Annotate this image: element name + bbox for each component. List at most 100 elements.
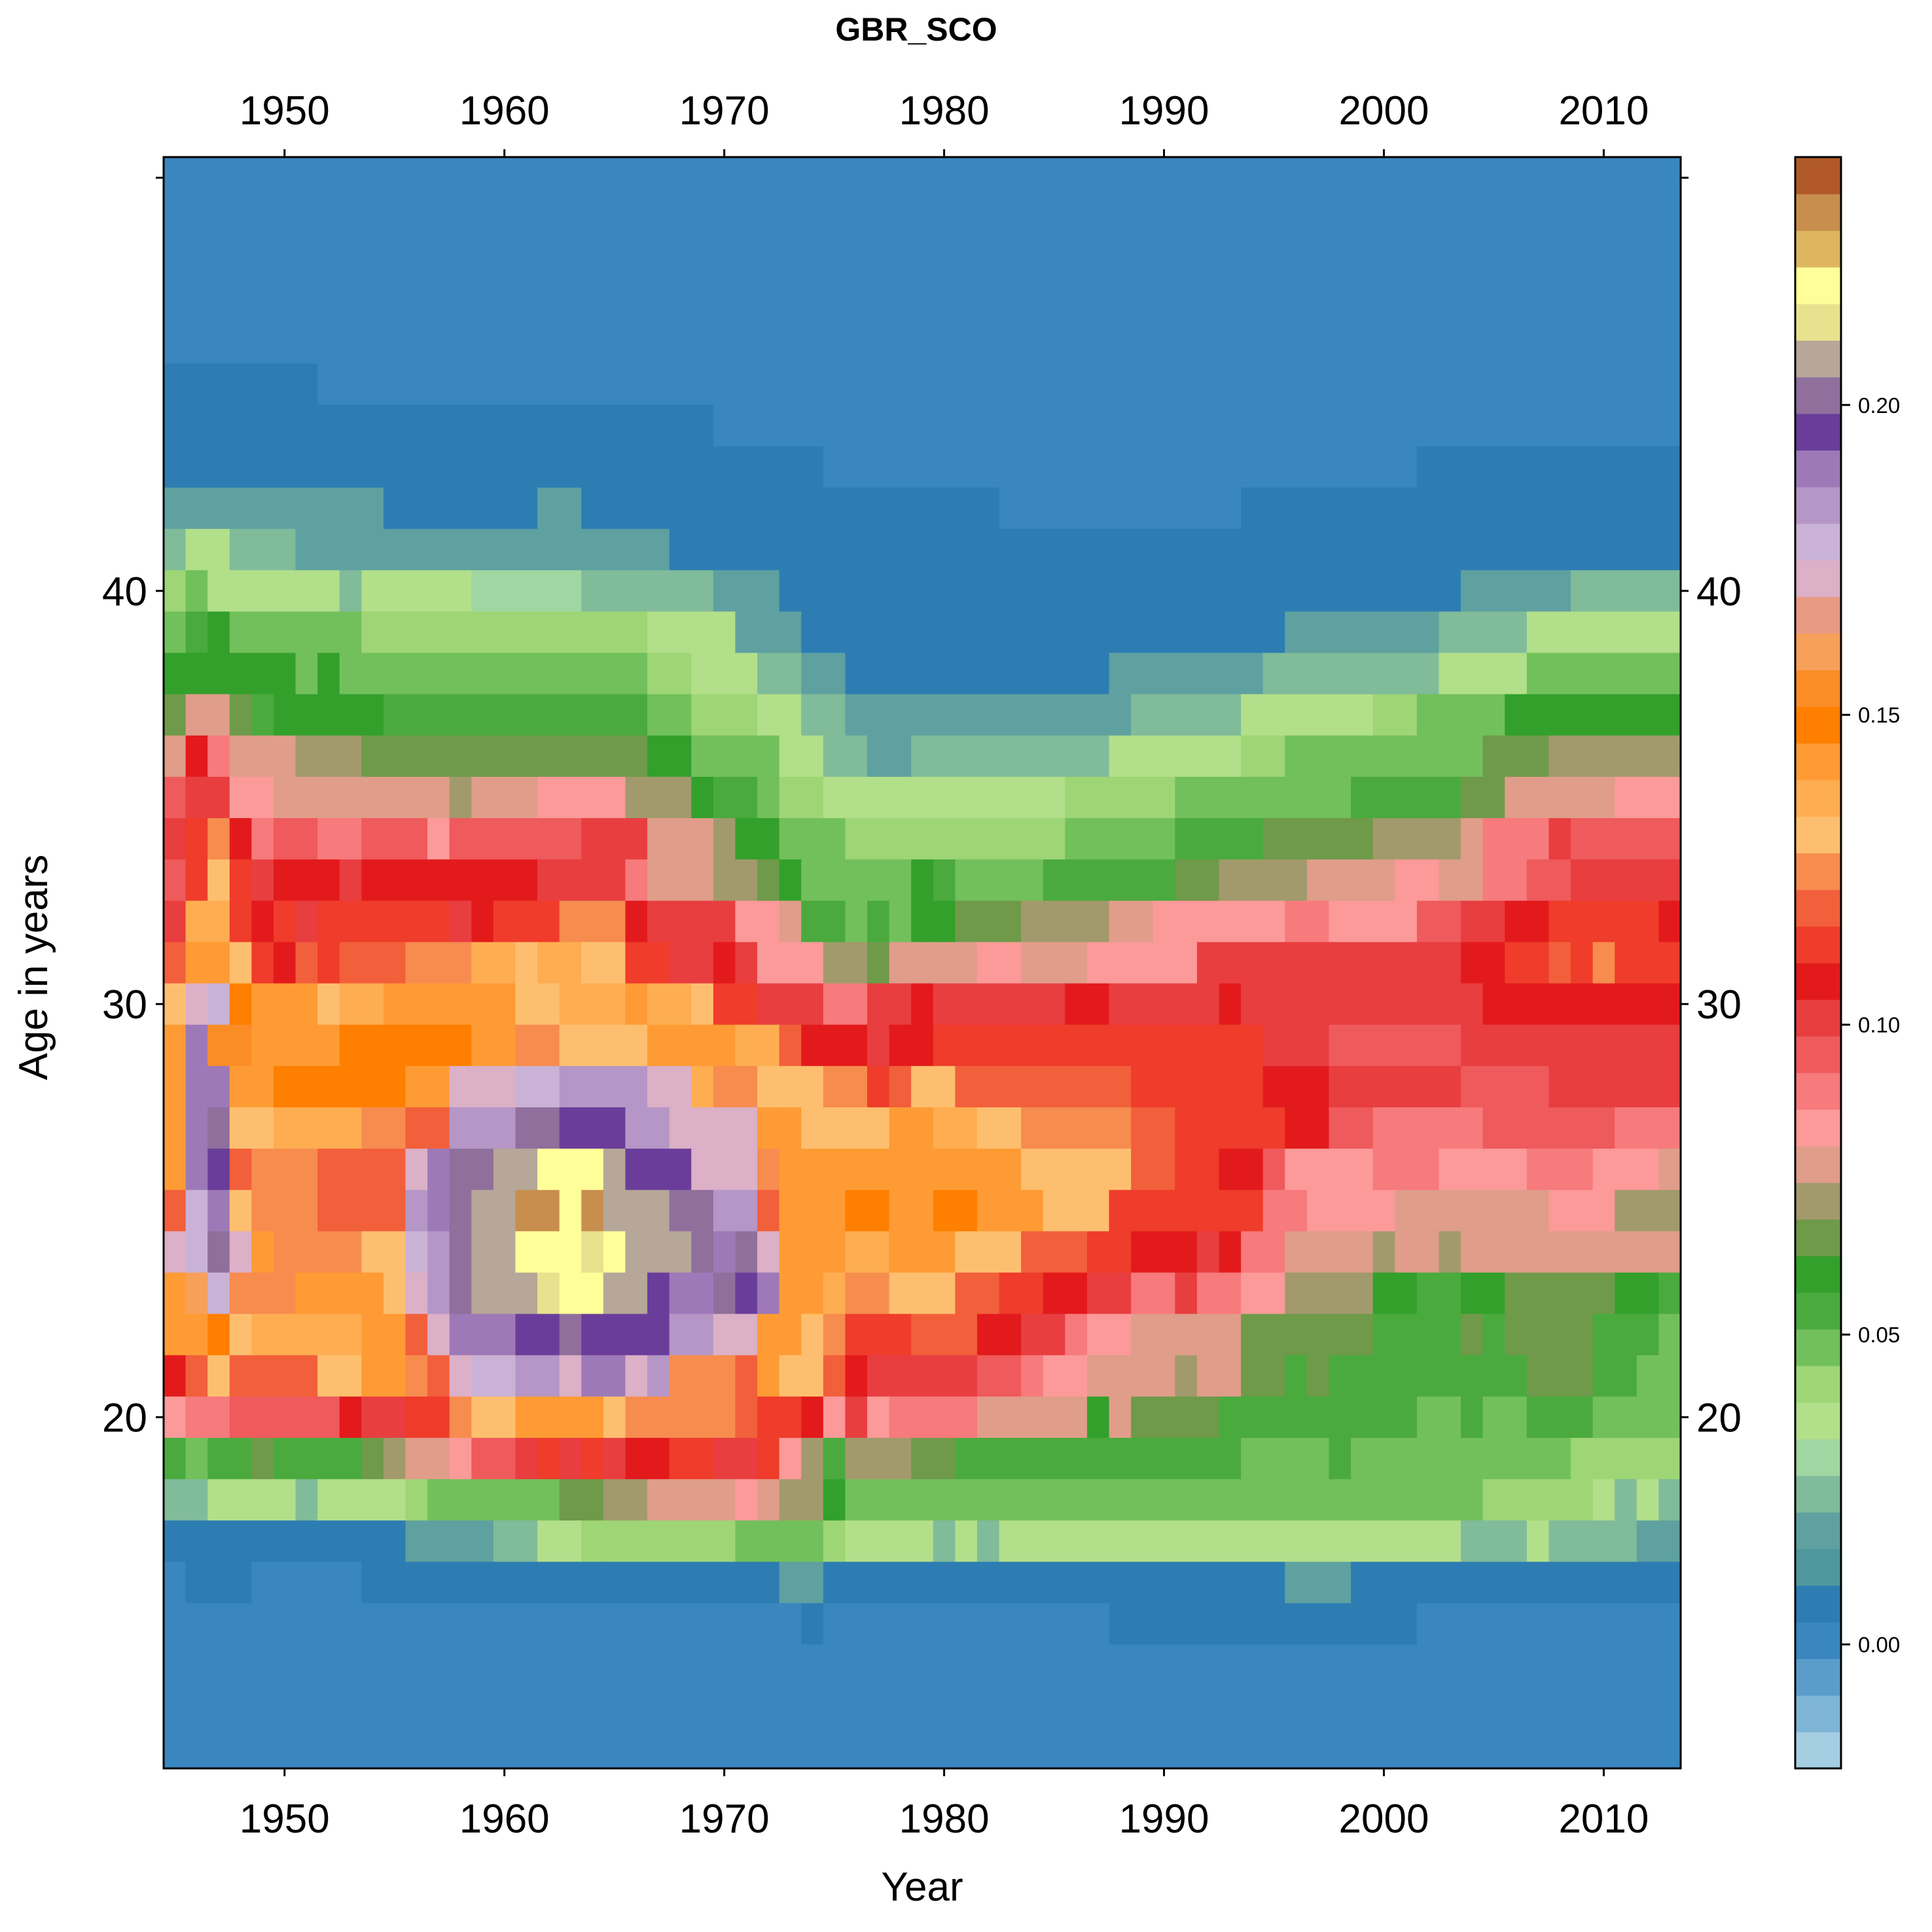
heatmap-cell xyxy=(164,488,384,529)
heatmap-cell xyxy=(251,1562,363,1604)
heatmap-cell xyxy=(1658,1272,1681,1315)
heatmap-cell xyxy=(1109,735,1242,778)
heatmap-cell xyxy=(559,1479,604,1522)
heatmap-cell xyxy=(1329,1437,1351,1480)
heatmap-cell xyxy=(405,1355,428,1397)
heatmap-cell xyxy=(1153,901,1286,943)
colorbar-segment xyxy=(1795,926,1841,963)
heatmap-cell xyxy=(735,1272,758,1315)
heatmap-cell xyxy=(164,1479,208,1522)
heatmap-cell xyxy=(1482,735,1550,778)
heatmap-cell xyxy=(185,1024,208,1067)
heatmap-cell xyxy=(1285,1231,1374,1274)
heatmap-cell xyxy=(273,776,450,819)
heatmap-cell xyxy=(911,1437,956,1480)
colorbar-frame xyxy=(1794,156,1842,1770)
heatmap-cell xyxy=(515,901,560,943)
heatmap-cell xyxy=(229,1272,296,1315)
heatmap-cell xyxy=(1131,1024,1264,1067)
x-tick-label-top: 1960 xyxy=(459,88,550,134)
heatmap-cell xyxy=(537,1272,560,1315)
heatmap-cell xyxy=(207,1190,230,1232)
heatmap-cell xyxy=(1043,1272,1088,1315)
colorbar-tick-label: 0.20 xyxy=(1858,393,1900,418)
heatmap-cell xyxy=(471,653,648,695)
heatmap-cell xyxy=(1285,901,1330,943)
heatmap-cell xyxy=(317,901,450,943)
heatmap-cell xyxy=(405,1107,450,1149)
heatmap-cell xyxy=(207,1107,230,1149)
heatmap-cell xyxy=(757,1272,780,1315)
heatmap-cell xyxy=(1461,901,1506,943)
heatmap-cell xyxy=(713,1231,736,1274)
heatmap-cell xyxy=(867,1314,912,1356)
heatmap-cell xyxy=(955,1437,1176,1480)
colorbar-tick-label: 0.00 xyxy=(1858,1633,1900,1657)
heatmap-cell xyxy=(339,983,384,1026)
heatmap-cell xyxy=(1439,859,1484,902)
heatmap-cell xyxy=(273,1065,406,1108)
heatmap-cell xyxy=(1109,1520,1176,1563)
x-tick-label-bottom: 1980 xyxy=(899,1797,990,1842)
heatmap-cell xyxy=(669,1107,714,1149)
heatmap-cell xyxy=(1505,1272,1616,1315)
heatmap-cell xyxy=(164,818,187,860)
heatmap-cell xyxy=(207,1479,296,1522)
colorbar-segment xyxy=(1795,1695,1841,1732)
heatmap-cell xyxy=(1571,859,1681,902)
heatmap-cell xyxy=(229,776,274,819)
heatmap-cell xyxy=(1285,735,1418,778)
heatmap-cell xyxy=(164,198,1681,241)
heatmap-cell xyxy=(1329,1107,1374,1149)
heatmap-cell xyxy=(1505,776,1616,819)
colorbar-segment xyxy=(1795,670,1841,707)
heatmap-cell xyxy=(1065,776,1176,819)
heatmap-cell xyxy=(164,1272,187,1315)
heatmap-cell xyxy=(757,942,824,984)
heatmap-cell xyxy=(1526,653,1681,695)
heatmap-cell xyxy=(251,694,274,736)
heatmap-cell xyxy=(185,1355,208,1397)
heatmap-cell xyxy=(185,942,208,984)
heatmap-cell xyxy=(1658,901,1681,943)
heatmap-cell xyxy=(779,1149,868,1191)
heatmap-cell xyxy=(449,1149,494,1191)
heatmap-cell xyxy=(251,1149,318,1191)
colorbar-segment xyxy=(1795,889,1841,927)
heatmap-cell xyxy=(164,1437,187,1480)
heatmap-cell xyxy=(339,1396,363,1439)
heatmap-cell xyxy=(185,1396,230,1439)
heatmap-cell xyxy=(691,1149,736,1191)
heatmap-cell xyxy=(1658,1355,1681,1397)
heatmap-cell xyxy=(1131,1314,1220,1356)
heatmap-cell xyxy=(1548,735,1681,778)
heatmap-cell xyxy=(1461,1024,1550,1067)
heatmap-cell xyxy=(625,983,648,1026)
heatmap-cell xyxy=(537,1437,560,1480)
heatmap-cell xyxy=(207,735,230,778)
heatmap-cell xyxy=(779,570,824,613)
heatmap-cell xyxy=(1592,1479,1616,1522)
heatmap-cell xyxy=(1262,1149,1286,1191)
heatmap-cell xyxy=(164,404,714,447)
heatmap-cell xyxy=(471,1231,516,1274)
heatmap-cell xyxy=(273,1437,363,1480)
heatmap-cell xyxy=(405,1065,450,1108)
heatmap-cell xyxy=(1461,818,1484,860)
heatmap-cell xyxy=(1219,1396,1374,1439)
heatmap-cell xyxy=(801,1520,824,1563)
heatmap-cell xyxy=(757,1396,802,1439)
heatmap-cell xyxy=(1395,1231,1440,1274)
heatmap-cell xyxy=(889,1396,978,1439)
heatmap-cell xyxy=(515,1065,560,1108)
heatmap-cell xyxy=(735,901,780,943)
heatmap-cell xyxy=(603,1479,648,1522)
heatmap-cell xyxy=(164,281,1681,323)
heatmap-cell xyxy=(471,1190,516,1232)
heatmap-cell xyxy=(559,1272,604,1315)
heatmap-cell xyxy=(515,1314,560,1356)
heatmap-cell xyxy=(757,983,824,1026)
heatmap-cell xyxy=(603,1190,670,1232)
heatmap-cell xyxy=(823,1272,846,1315)
heatmap-cell xyxy=(383,446,824,488)
